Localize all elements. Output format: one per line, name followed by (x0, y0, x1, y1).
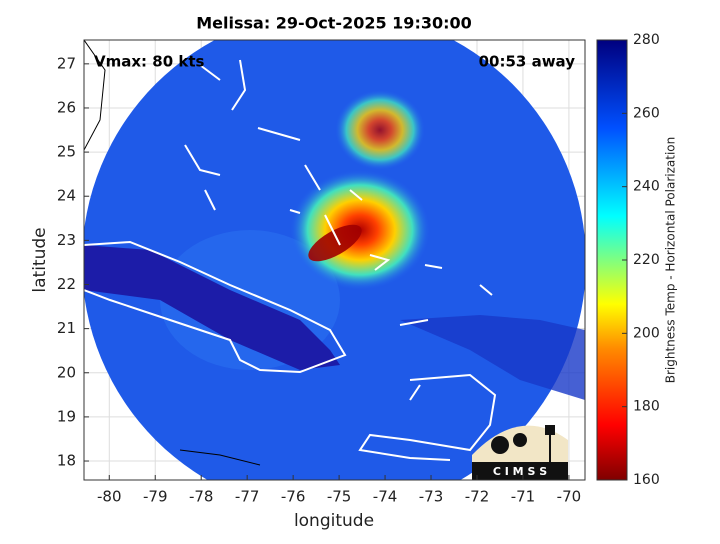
x-tick-label: -72 (465, 488, 490, 506)
y-tick-label: 27 (57, 54, 76, 72)
logo-text: C I M S S (493, 465, 547, 478)
colorbar-tick-label: 180 (633, 399, 660, 415)
plot-frame (83, 39, 586, 481)
colorbar-tick-label: 260 (633, 105, 660, 121)
chart-title: Melissa: 29-Oct-2025 19:30:00 (196, 14, 472, 33)
annotation: 00:53 away (479, 53, 576, 71)
image-region (335, 90, 425, 170)
y-tick-label: 23 (57, 231, 76, 249)
y-tick-label: 21 (57, 319, 76, 337)
colorbar-tick-label: 240 (633, 179, 660, 195)
annotation: Vmax: 80 kts (94, 53, 204, 71)
x-tick-label: -77 (235, 488, 260, 506)
x-tick-label: -73 (419, 488, 444, 506)
y-tick-label: 19 (57, 407, 76, 425)
x-axis-label: longitude (294, 511, 374, 531)
x-tick-label: -80 (97, 488, 122, 506)
coastline (84, 240, 347, 374)
image-region (308, 224, 362, 262)
image-region (400, 315, 585, 400)
colorbar-label: Brightness Temp - Horizontal Polarizatio… (664, 137, 678, 384)
image-region (84, 245, 340, 370)
y-axis-label: latitude (30, 227, 50, 292)
y-tick-label: 22 (57, 275, 76, 293)
x-tick-label: -74 (373, 488, 398, 506)
coastline (84, 40, 261, 466)
x-tick-label: -71 (511, 488, 536, 506)
x-tick-label: -70 (557, 488, 582, 506)
logo: C I M S S (472, 425, 568, 480)
y-tick-label: 25 (57, 143, 76, 161)
x-tick-label: -76 (281, 488, 306, 506)
y-tick-label: 24 (57, 187, 76, 205)
colorbar-tick-label: 280 (633, 32, 660, 48)
y-tick-label: 26 (57, 98, 76, 116)
x-tick-label: -75 (327, 488, 352, 506)
colorbar-tick-label: 160 (633, 472, 660, 488)
coastline (184, 59, 493, 326)
y-tick-label: 20 (57, 363, 76, 381)
coastline (358, 373, 497, 461)
x-tick-label: -78 (189, 488, 214, 506)
colorbar-tick-label: 200 (633, 325, 660, 341)
colorbar-tick-label: 220 (633, 252, 660, 268)
satellite-image: C I M S S (84, 40, 585, 480)
y-tick-label: 18 (57, 452, 76, 470)
x-tick-label: -79 (143, 488, 168, 506)
